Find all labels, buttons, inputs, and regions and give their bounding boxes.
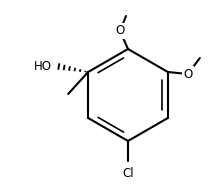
Text: O: O	[183, 68, 192, 80]
Text: O: O	[115, 24, 125, 38]
Text: HO: HO	[34, 60, 52, 73]
Text: O: O	[126, 10, 127, 11]
Text: Cl: Cl	[122, 167, 134, 180]
